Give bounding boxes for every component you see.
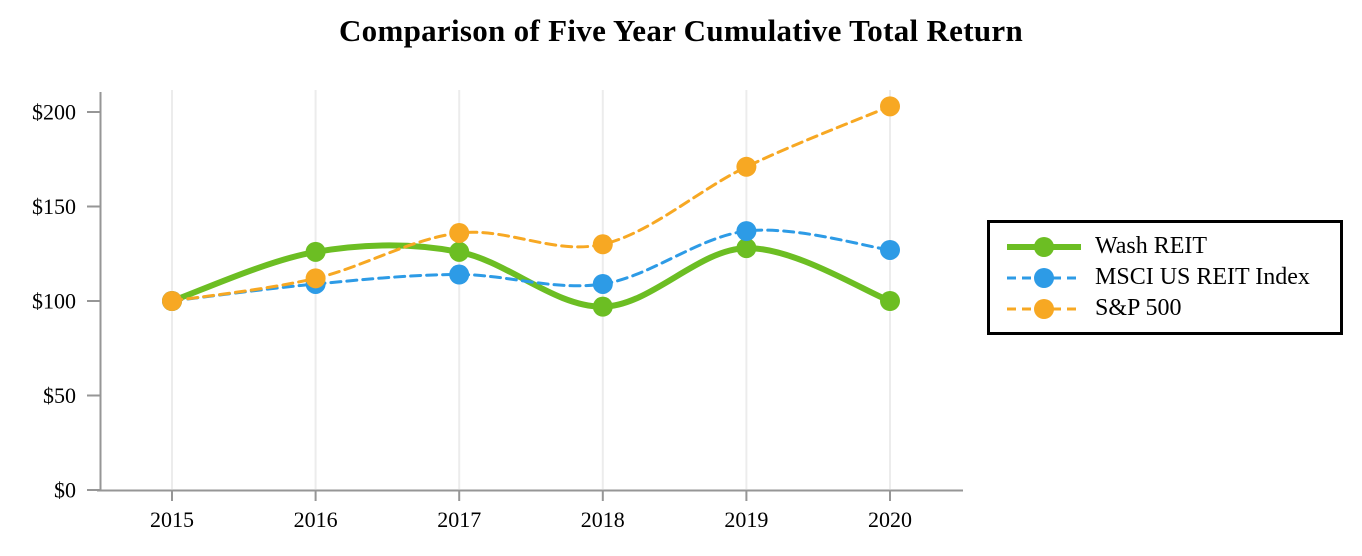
legend-label-sp-500: S&P 500 <box>1095 295 1182 321</box>
marker-s-p-500-2016 <box>305 268 326 289</box>
x-tick-label: 2020 <box>868 507 912 532</box>
marker-wash-reit-2020 <box>880 291 900 311</box>
wash-reit-line-swatch-icon <box>1007 236 1081 257</box>
marker-msci-us-reit-index-2018 <box>592 273 613 294</box>
x-tick-label: 2017 <box>437 507 481 532</box>
marker-s-p-500-2018 <box>592 234 613 255</box>
y-tick-label: $50 <box>43 383 76 408</box>
marker-wash-reit-2016 <box>305 241 326 262</box>
x-tick-label: 2019 <box>724 507 768 532</box>
legend-label-msci-us-reit-index: MSCI US REIT Index <box>1095 264 1310 290</box>
legend-label-wash-reit: Wash REIT <box>1095 233 1208 259</box>
series-line-msci-us-reit-index <box>170 228 892 303</box>
legend-item-sp-500: S&P 500 <box>1004 293 1340 324</box>
series-line-wash-reit <box>169 242 893 310</box>
x-tick-label: 2018 <box>581 507 625 532</box>
y-tick-label: $0 <box>54 478 76 503</box>
marker-msci-us-reit-index-2020 <box>880 239 900 260</box>
x-tick-label: 2015 <box>150 507 194 532</box>
marker-wash-reit-2018 <box>592 296 613 317</box>
chart-title: Comparison of Five Year Cumulative Total… <box>338 13 1024 48</box>
marker-s-p-500-2020 <box>880 96 900 117</box>
legend: Wash REIT MSCI US REIT Index S&P 500 <box>987 220 1343 335</box>
legend-item-msci-us-reit-index: MSCI US REIT Index <box>1004 262 1340 293</box>
legend-item-wash-reit: Wash REIT <box>1004 231 1340 262</box>
msci-us-reit-index-line-swatch-icon <box>1007 267 1081 288</box>
y-tick-label: $150 <box>32 194 76 219</box>
marker-s-p-500-2019 <box>736 156 757 177</box>
y-tick-label: $100 <box>32 289 76 314</box>
x-tick-label: 2016 <box>294 507 338 532</box>
marker-s-p-500-2017 <box>449 222 470 243</box>
series-line-s-p-500 <box>170 104 892 303</box>
y-tick-label: $200 <box>32 100 76 125</box>
marker-wash-reit-2019 <box>736 238 757 259</box>
marker-wash-reit-2017 <box>449 241 470 262</box>
marker-msci-us-reit-index-2017 <box>449 264 470 285</box>
sp-500-line-swatch-icon <box>1007 298 1081 319</box>
marker-s-p-500-2015 <box>162 291 182 311</box>
marker-msci-us-reit-index-2019 <box>736 221 757 242</box>
